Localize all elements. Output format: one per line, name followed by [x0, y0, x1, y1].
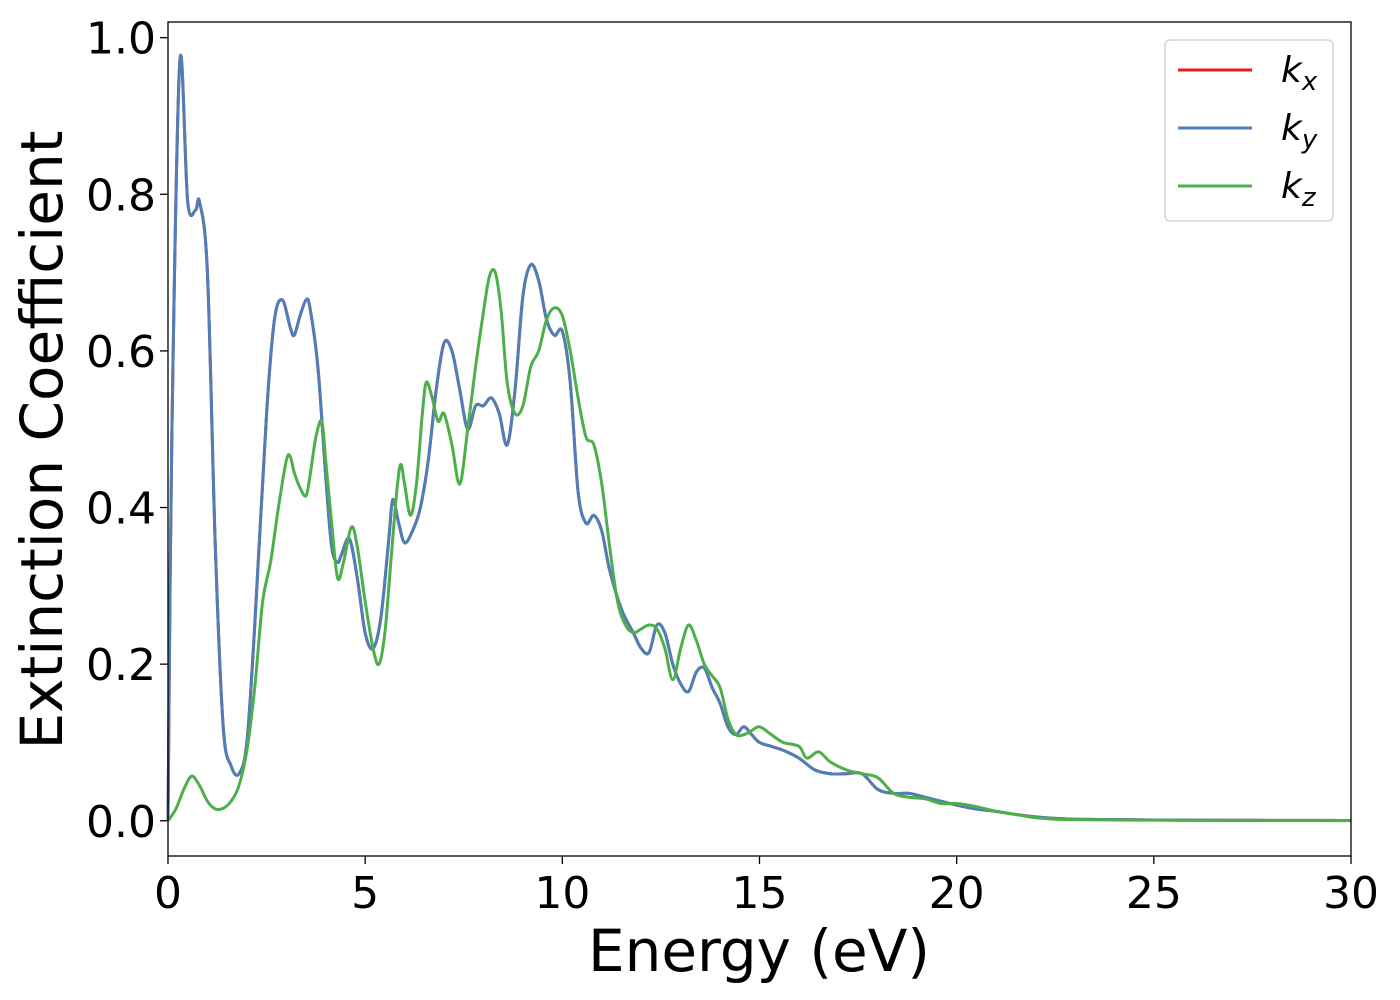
x-tick-label: 10: [534, 868, 590, 919]
y-tick-label: 0.4: [86, 484, 156, 535]
y-axis-ticks: 0.0 0.2 0.4 0.6 0.8 1.0: [86, 14, 168, 848]
legend: kx ky kz: [1164, 39, 1334, 222]
legend-box: [1164, 39, 1334, 222]
y-tick-label: 1.0: [86, 14, 156, 65]
x-tick-label: 25: [1126, 868, 1182, 919]
y-tick-label: 0.2: [86, 640, 156, 691]
x-tick-label: 20: [929, 868, 985, 919]
plot-frame: [167, 21, 1352, 857]
legend-label-k-x: kx: [1281, 50, 1318, 97]
y-tick-label: 0.0: [86, 797, 156, 848]
y-axis-label: Extinction Coefficient: [8, 131, 76, 750]
x-tick-label: 15: [732, 868, 788, 919]
series-line-k-z: [166, 268, 1352, 823]
x-tick-label: 30: [1323, 868, 1379, 919]
x-axis-label: Energy (eV): [588, 917, 930, 985]
y-tick-label: 0.6: [86, 327, 156, 378]
y-tick-label: 0.8: [86, 170, 156, 221]
plot-lines: [166, 53, 1352, 823]
x-axis-ticks: 0 5 10 15 20 25 30: [154, 856, 1379, 919]
x-tick-label: 0: [154, 868, 182, 919]
x-tick-label: 5: [351, 868, 379, 919]
series-line-k-y: [166, 53, 1352, 823]
legend-label-k-y: ky: [1281, 108, 1318, 155]
legend-label-k-z: kz: [1281, 166, 1317, 213]
